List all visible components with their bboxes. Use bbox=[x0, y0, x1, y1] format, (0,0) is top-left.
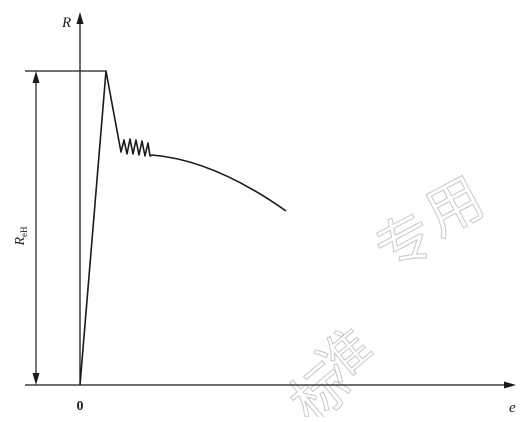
dimension-line bbox=[32, 71, 40, 385]
x-axis-label: e bbox=[509, 400, 516, 416]
stress-strain-curve bbox=[79, 70, 287, 386]
dimension-arrow-bottom bbox=[32, 373, 40, 385]
dimension-label-subscript: eH bbox=[19, 226, 29, 237]
x-axis-arrow bbox=[504, 381, 516, 389]
y-axis-label: R bbox=[61, 15, 71, 31]
dimension-arrow-top bbox=[32, 71, 40, 83]
y-axis-arrow bbox=[76, 12, 84, 24]
dimension-label-main: R bbox=[13, 237, 28, 247]
y-axis bbox=[76, 12, 84, 385]
x-axis bbox=[25, 381, 516, 389]
watermark: 专 用 标 准 bbox=[278, 165, 495, 422]
dimension-label: ReH bbox=[13, 226, 29, 247]
origin-label: 0 bbox=[77, 399, 84, 414]
